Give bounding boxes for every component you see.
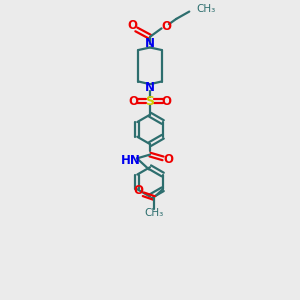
Text: S: S (146, 94, 154, 107)
Text: CH₃: CH₃ (145, 208, 164, 218)
Text: N: N (145, 37, 155, 50)
Text: CH₃: CH₃ (196, 4, 215, 14)
Text: O: O (134, 184, 144, 197)
Text: N: N (145, 81, 155, 94)
Text: O: O (128, 94, 138, 107)
Text: HN: HN (121, 154, 141, 166)
Text: O: O (128, 19, 138, 32)
Text: O: O (162, 94, 172, 107)
Text: O: O (161, 20, 171, 33)
Text: O: O (163, 153, 173, 166)
